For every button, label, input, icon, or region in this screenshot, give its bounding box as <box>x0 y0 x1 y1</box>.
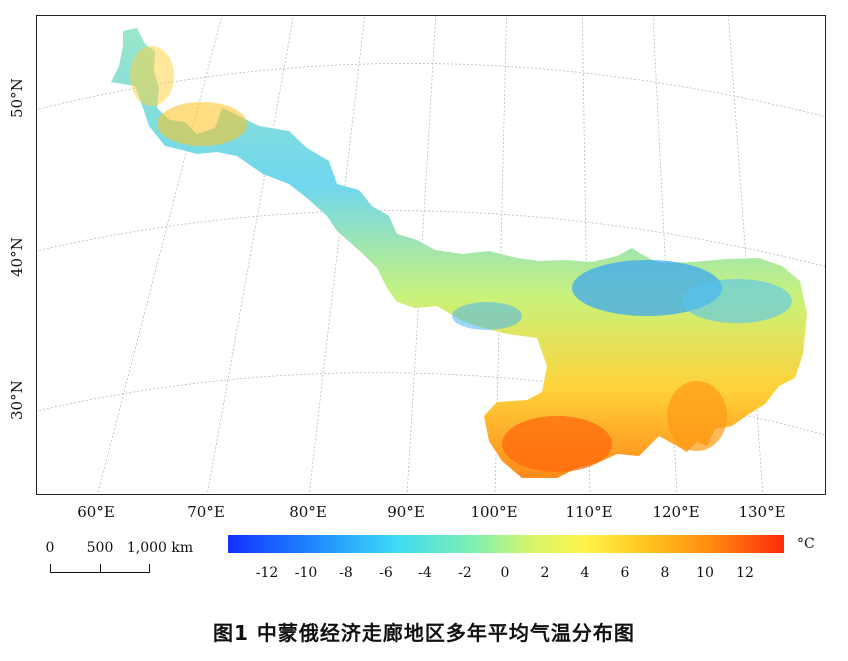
cold-zone <box>682 279 792 323</box>
temperature-colorbar <box>228 535 784 553</box>
map-canvas <box>37 16 825 494</box>
scale-tick <box>100 564 101 572</box>
colorbar-tick: -8 <box>339 565 353 581</box>
lon-label-100: 100°E <box>470 503 518 521</box>
temperature-raster <box>111 28 807 478</box>
warm-zone <box>157 102 247 146</box>
hot-zone <box>667 381 727 451</box>
colorbar-tick: -6 <box>379 565 393 581</box>
colorbar-tick: 0 <box>500 565 510 581</box>
scale-tick <box>149 564 150 572</box>
scale-bar: 0 500 1,000 km <box>45 540 193 580</box>
colorbar-unit: °C <box>797 536 815 552</box>
scale-line <box>50 572 150 573</box>
lon-label-120: 120°E <box>652 503 700 521</box>
colorbar-tick: 10 <box>696 565 714 581</box>
lat-label-30: 30°N <box>8 380 26 420</box>
colorbar-tick: -10 <box>294 565 318 581</box>
colorbar-tick: 4 <box>580 565 590 581</box>
colorbar-tick: 2 <box>540 565 550 581</box>
lat-label-50: 50°N <box>8 78 26 118</box>
colorbar-tick: -2 <box>458 565 472 581</box>
colorbar-tick: -12 <box>255 565 279 581</box>
hot-zone <box>502 416 612 472</box>
colorbar-tick: -4 <box>418 565 432 581</box>
colorbar-tick: 6 <box>620 565 630 581</box>
scale-tick <box>50 564 51 572</box>
corridor-region <box>111 28 807 478</box>
lon-label-130: 130°E <box>738 503 786 521</box>
figure-caption: 图1 中蒙俄经济走廊地区多年平均气温分布图 <box>213 621 635 645</box>
cold-zone <box>452 302 522 330</box>
warm-zone <box>130 46 174 106</box>
colorbar-tick: 8 <box>660 565 670 581</box>
lon-label-60: 60°E <box>77 503 115 521</box>
lon-label-70: 70°E <box>187 503 225 521</box>
lat-label-40: 40°N <box>8 237 26 277</box>
map-frame <box>36 15 826 495</box>
scale-label-1000: 1,000 km <box>126 540 194 556</box>
lon-label-90: 90°E <box>387 503 425 521</box>
scale-label-500: 500 <box>86 540 114 556</box>
colorbar-tick: 12 <box>736 565 754 581</box>
scale-label-0: 0 <box>45 540 55 556</box>
lon-label-110: 110°E <box>565 503 613 521</box>
lon-label-80: 80°E <box>289 503 327 521</box>
graticule <box>37 16 825 494</box>
